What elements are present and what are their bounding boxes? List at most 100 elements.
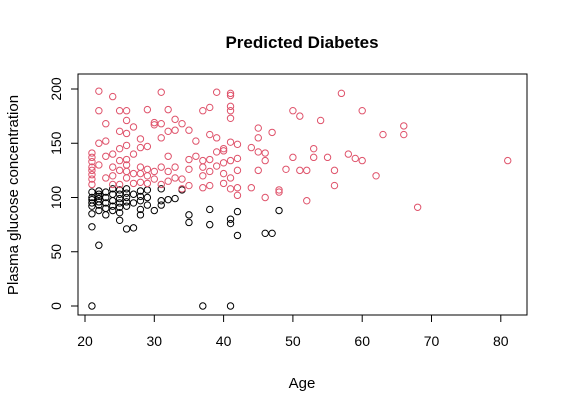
data-point (303, 166, 311, 175)
data-point (233, 207, 242, 216)
y-tick-label: 150 (48, 131, 64, 155)
data-point (157, 88, 165, 96)
data-point (102, 120, 110, 128)
data-point (185, 155, 193, 164)
data-point (157, 201, 165, 209)
data-point (122, 155, 131, 164)
data-point (206, 167, 214, 176)
x-tick-label: 80 (493, 333, 509, 349)
data-point (122, 202, 131, 210)
data-point (122, 141, 131, 150)
data-point (88, 302, 96, 310)
data-point (275, 186, 283, 194)
data-point (95, 187, 103, 195)
data-point (289, 153, 297, 162)
data-point (164, 167, 172, 176)
data-point (102, 204, 110, 213)
data-point (115, 180, 124, 189)
data-point (358, 156, 366, 165)
data-point (275, 188, 283, 196)
data-point (206, 155, 214, 164)
data-point (122, 129, 131, 138)
data-point (115, 216, 124, 224)
data-point (88, 223, 96, 231)
data-point (109, 190, 117, 198)
data-point (150, 121, 159, 129)
data-point (95, 107, 103, 115)
data-point (109, 202, 117, 210)
data-point (296, 112, 304, 120)
data-point (330, 181, 339, 190)
data-point (150, 167, 159, 176)
data-point (95, 87, 103, 95)
data-point (192, 152, 200, 160)
data-point (206, 205, 214, 214)
data-point (157, 134, 165, 142)
data-point (115, 127, 124, 136)
data-point (164, 177, 172, 185)
data-point (261, 229, 269, 238)
y-tick-label: 50 (48, 244, 64, 260)
data-point (400, 122, 408, 130)
data-point (171, 174, 179, 182)
data-point (178, 175, 186, 183)
data-point (136, 197, 145, 205)
data-point (102, 152, 110, 160)
data-point (129, 190, 138, 198)
data-point (261, 156, 269, 165)
data-point (88, 153, 96, 162)
data-point (143, 179, 152, 188)
data-point (254, 148, 262, 156)
data-point (233, 184, 242, 192)
data-point (136, 211, 145, 219)
x-tick-label: 30 (147, 333, 163, 349)
data-point (226, 302, 235, 310)
data-point (226, 89, 235, 98)
data-point (261, 149, 269, 157)
data-points (88, 87, 512, 310)
data-point (254, 124, 262, 132)
data-point (247, 184, 256, 192)
data-point (309, 153, 318, 162)
plot-frame (77, 73, 528, 316)
data-point (109, 172, 117, 180)
x-tick-label: 20 (77, 333, 93, 349)
data-point (219, 144, 228, 153)
data-point (171, 115, 179, 124)
data-point (102, 174, 110, 182)
data-point (178, 185, 186, 193)
data-point (233, 231, 242, 240)
data-point (219, 147, 228, 155)
data-point (171, 163, 179, 171)
data-point (102, 137, 110, 145)
data-point (122, 189, 131, 197)
data-point (129, 224, 138, 232)
data-point (372, 172, 380, 180)
data-point (171, 126, 179, 134)
data-point (178, 120, 186, 128)
data-point (316, 116, 325, 125)
data-point (129, 123, 138, 131)
data-point (150, 175, 159, 183)
data-point (400, 130, 408, 139)
data-point (282, 165, 290, 173)
data-point (122, 225, 131, 233)
data-point (122, 107, 131, 115)
data-point (268, 229, 276, 238)
data-point (129, 199, 138, 207)
data-point (164, 105, 172, 114)
data-point (150, 118, 159, 127)
data-point (143, 193, 152, 202)
data-point (268, 128, 276, 137)
data-point (212, 148, 221, 156)
data-point (95, 194, 103, 203)
data-point (185, 165, 193, 173)
data-point (115, 208, 124, 217)
data-point (88, 175, 96, 183)
data-point (344, 150, 353, 158)
data-point (95, 192, 103, 201)
data-point (219, 169, 228, 178)
data-point (136, 169, 145, 178)
data-point (88, 157, 96, 166)
